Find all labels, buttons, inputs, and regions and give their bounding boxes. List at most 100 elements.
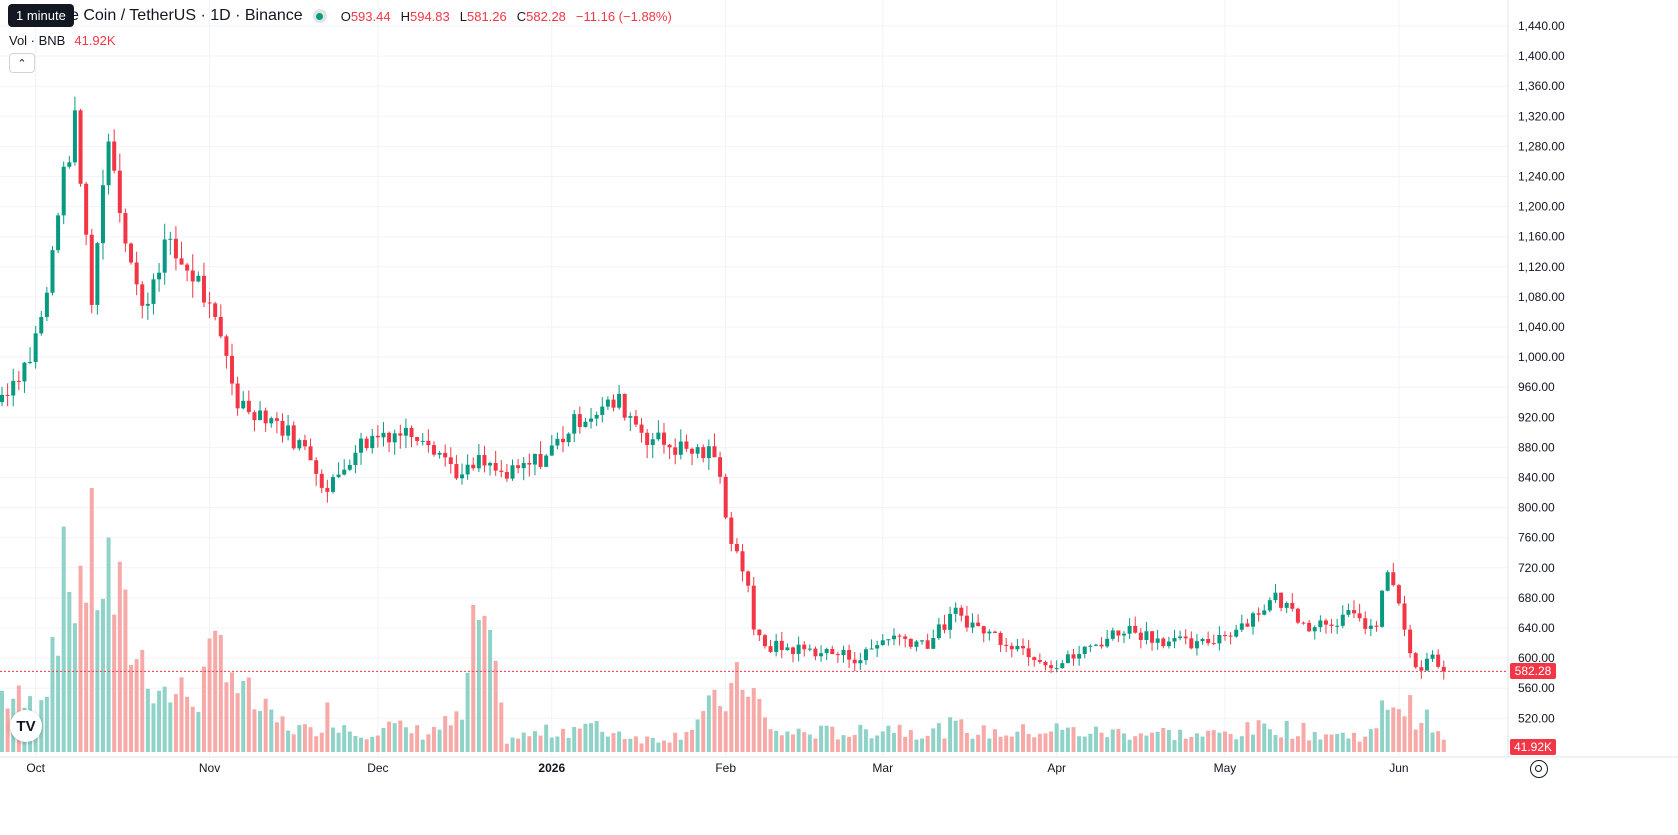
candle-body xyxy=(734,543,739,552)
volume-bar xyxy=(179,677,184,752)
market-status-icon[interactable] xyxy=(312,9,327,23)
volume-bar xyxy=(875,735,880,752)
volume-bar xyxy=(1329,734,1334,752)
volume-bar xyxy=(544,724,549,752)
candle-body xyxy=(44,292,49,318)
candle-body xyxy=(779,640,784,651)
x-tick-label: Oct xyxy=(26,761,45,775)
volume-bar xyxy=(1396,709,1401,752)
volume-label[interactable]: Vol · BNB xyxy=(9,32,66,48)
candle-body xyxy=(690,448,695,454)
change-value: −11.16 (−1.88%) xyxy=(575,8,672,24)
volume-bar xyxy=(684,732,689,752)
volume-bar xyxy=(1133,736,1138,752)
candle-body xyxy=(1161,638,1166,647)
volume-bar xyxy=(757,698,762,752)
volume-bar xyxy=(1166,729,1171,752)
candle-body xyxy=(112,141,117,171)
volume-bar xyxy=(605,736,610,752)
volume-bar xyxy=(1060,729,1065,752)
candle-body xyxy=(1189,638,1194,649)
volume-bar xyxy=(897,724,902,752)
volume-bar xyxy=(583,723,588,752)
collapse-legend-button[interactable]: ⌃ xyxy=(9,53,35,73)
volume-bar xyxy=(375,735,380,752)
candle-body xyxy=(314,460,319,474)
volume-bar xyxy=(723,711,728,752)
candle-body xyxy=(482,454,487,466)
volume-bar xyxy=(44,696,49,752)
candle-body xyxy=(476,454,481,469)
candle-body xyxy=(931,637,936,649)
candle-body xyxy=(504,471,509,479)
y-tick-label: 680.00 xyxy=(1518,591,1555,605)
candle-body xyxy=(964,615,969,628)
volume-bar xyxy=(600,731,605,752)
volume-bar xyxy=(1189,736,1194,752)
volume-bar xyxy=(561,728,565,752)
candle-body xyxy=(959,607,964,616)
candle-body xyxy=(1335,625,1340,627)
candle-body xyxy=(791,647,796,654)
candle-body xyxy=(1307,622,1312,632)
y-tick-label: 1,160.00 xyxy=(1518,230,1565,244)
volume-bar xyxy=(330,727,335,752)
volume-bar xyxy=(701,711,706,752)
volume-bar xyxy=(381,728,386,752)
gear-icon[interactable] xyxy=(1530,760,1548,778)
y-tick-label: 1,120.00 xyxy=(1518,260,1565,274)
volume-bar xyxy=(1127,739,1132,752)
candle-body xyxy=(190,270,195,282)
volume-bar xyxy=(1082,736,1087,752)
volume-bar xyxy=(100,598,105,752)
candle-body xyxy=(173,238,178,259)
volume-bar xyxy=(269,709,274,752)
volume-bar xyxy=(1155,731,1160,752)
candle-body xyxy=(95,243,100,305)
volume-bar xyxy=(1144,735,1149,752)
volume-bar xyxy=(1183,738,1188,752)
volume-bar xyxy=(1200,736,1205,752)
volume-bar xyxy=(566,737,571,752)
volume-bar xyxy=(314,736,319,752)
candle-body xyxy=(1234,629,1239,637)
candle-body xyxy=(1374,625,1379,627)
candle-body xyxy=(364,438,369,449)
volume-bar xyxy=(409,733,414,752)
volume-bar xyxy=(106,537,111,752)
candle-body xyxy=(628,416,633,418)
volume-bar xyxy=(476,619,481,752)
candle-body xyxy=(645,432,650,445)
candle-body xyxy=(762,635,767,647)
volume-bar xyxy=(1222,731,1227,752)
x-tick-label: Nov xyxy=(199,761,220,775)
candle-body xyxy=(1323,620,1328,625)
candle-body xyxy=(920,640,925,642)
volume-bar xyxy=(291,734,296,752)
tradingview-logo[interactable]: TV xyxy=(10,710,42,742)
volume-bar xyxy=(302,724,307,752)
volume-bar xyxy=(830,726,835,752)
candle-body xyxy=(1301,622,1306,624)
volume-bar xyxy=(673,732,678,752)
candle-body xyxy=(0,394,4,403)
candle-body xyxy=(723,476,728,518)
candle-body xyxy=(336,474,341,478)
volume-bar xyxy=(1402,716,1407,752)
volume-bar xyxy=(1004,735,1009,752)
candle-body xyxy=(392,433,397,443)
volume-bar xyxy=(426,734,431,752)
symbol-title[interactable]: e Coin / TetherUS · 1D · Binance xyxy=(70,7,303,24)
candle-body xyxy=(1262,610,1267,615)
volume-bar xyxy=(1251,734,1256,752)
candle-body xyxy=(1200,638,1205,642)
candle-body xyxy=(819,653,824,657)
candle-body xyxy=(370,435,375,449)
volume-bar xyxy=(695,719,700,752)
candle-body xyxy=(561,438,565,443)
volume-bar xyxy=(633,736,638,752)
volume-bar xyxy=(61,526,66,752)
volume-bar xyxy=(168,702,173,752)
candle-body xyxy=(802,644,807,650)
